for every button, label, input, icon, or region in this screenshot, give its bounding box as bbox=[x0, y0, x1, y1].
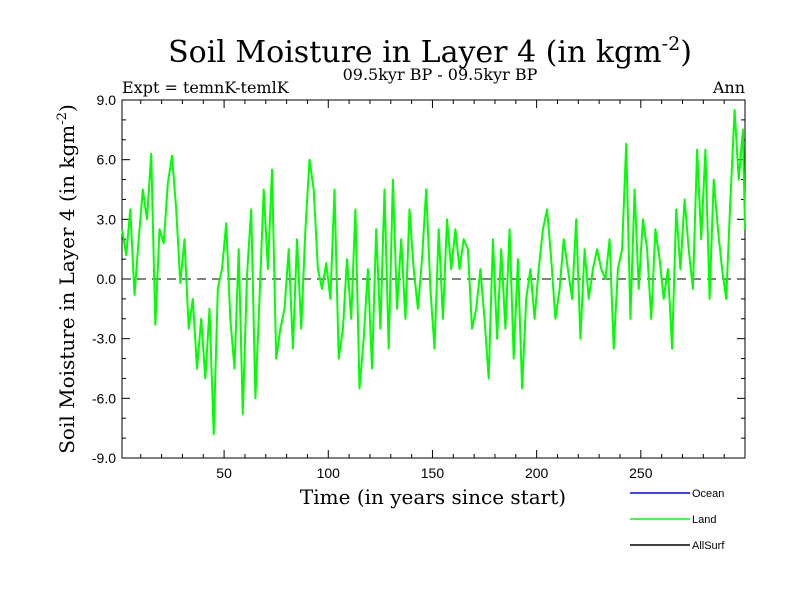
series-line-land bbox=[121, 108, 746, 436]
y-tick-label: 9.0 bbox=[97, 92, 117, 108]
x-tick-label: 150 bbox=[421, 465, 445, 481]
x-axis-ticks: 50 100 150 200 250 bbox=[140, 100, 725, 481]
y-axis-ticks: -9.0 -6.0 -3.0 0.0 3.0 6.0 9.0 bbox=[92, 92, 745, 466]
legend-label-land: Land bbox=[692, 514, 716, 526]
subtitle-left: Expt = temnK-temlK bbox=[122, 78, 290, 97]
series-group bbox=[121, 108, 746, 436]
x-tick-label: 250 bbox=[629, 465, 653, 481]
y-tick-label: 0.0 bbox=[97, 271, 117, 287]
legend: Ocean Land AllSurf bbox=[630, 488, 725, 552]
x-tick-label: 50 bbox=[216, 465, 232, 481]
x-axis-label: Time (in years since start) bbox=[300, 485, 566, 509]
legend-label-allsurf: AllSurf bbox=[692, 540, 725, 552]
subtitle-right: Ann bbox=[712, 78, 745, 97]
y-tick-label: -9.0 bbox=[92, 450, 116, 466]
y-tick-label: 3.0 bbox=[97, 211, 117, 227]
x-tick-label: 200 bbox=[525, 465, 549, 481]
x-tick-label: 100 bbox=[317, 465, 341, 481]
legend-label-ocean: Ocean bbox=[692, 488, 724, 500]
chart-title: Soil Moisture in Layer 4 (in kgm-2) bbox=[168, 33, 692, 70]
y-tick-label: 6.0 bbox=[97, 152, 117, 168]
y-tick-label: -3.0 bbox=[92, 331, 116, 347]
y-axis-label: Soil Moisture in Layer 4 (in kgm-2) bbox=[55, 104, 79, 454]
y-tick-label: -6.0 bbox=[92, 390, 116, 406]
subtitle-center: 09.5kyr BP - 09.5kyr BP bbox=[343, 65, 538, 84]
